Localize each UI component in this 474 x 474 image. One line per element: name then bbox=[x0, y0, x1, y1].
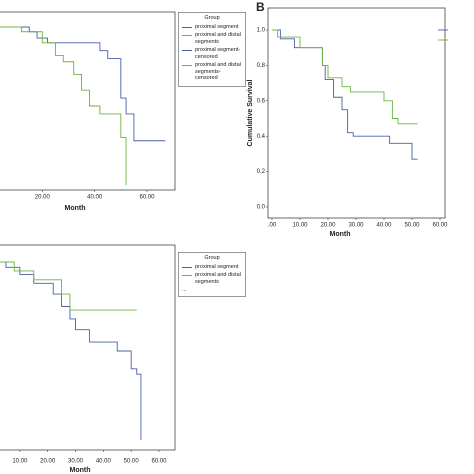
plot-frame bbox=[0, 244, 176, 451]
legend-item: proximal segment bbox=[182, 264, 242, 271]
y-tick-label: 0.6 bbox=[257, 98, 266, 104]
x-tick-label: 40.00 bbox=[87, 195, 103, 201]
x-tick-label: 60.00 bbox=[432, 223, 448, 229]
legend: Group proximal segment proximal and distal… bbox=[178, 252, 246, 297]
x-tick-label: 10.00 bbox=[12, 459, 28, 465]
legend-label: proximal segment bbox=[195, 263, 239, 270]
legend-swatch bbox=[182, 35, 192, 36]
legend-swatch bbox=[182, 26, 192, 28]
survival-curve bbox=[272, 29, 418, 125]
plot-frame bbox=[0, 11, 176, 191]
legend-swatch bbox=[182, 65, 192, 69]
legend-item: proximal and distal segments bbox=[182, 272, 242, 285]
x-axis-label: Month bbox=[70, 467, 91, 474]
legend-swatch bbox=[182, 50, 192, 54]
legend-item: proximal segment-censored bbox=[182, 47, 242, 60]
y-tick-label: 1.0 bbox=[257, 28, 266, 34]
survival-curve bbox=[0, 26, 127, 185]
plot-frame bbox=[267, 7, 446, 219]
legend-swatch bbox=[182, 275, 192, 276]
legend-label: proximal and distal segments-censored bbox=[195, 62, 241, 81]
y-tick-label: 0.0 bbox=[257, 205, 266, 211]
survival-curve bbox=[0, 261, 142, 440]
x-tick-label: 20.00 bbox=[40, 459, 56, 465]
panel-label: B bbox=[256, 0, 265, 14]
y-tick-label: 0.8 bbox=[257, 63, 266, 69]
survival-curve bbox=[0, 261, 137, 311]
x-tick-label: 60.00 bbox=[139, 195, 155, 201]
y-tick-label: 0.2 bbox=[257, 169, 266, 175]
x-tick-label: 20.00 bbox=[320, 223, 336, 229]
legend-item: proximal segment bbox=[182, 24, 242, 31]
survival-curve bbox=[272, 29, 418, 160]
x-tick-label: 60.00 bbox=[151, 459, 167, 465]
legend-item: proximal and distal segments-censored bbox=[182, 62, 242, 82]
legend-title: Group bbox=[204, 15, 220, 21]
legend: Group proximal segment proximal and distal… bbox=[178, 12, 246, 87]
x-tick-label: 30.00 bbox=[68, 459, 84, 465]
y-axis-label: Cumulative Survival bbox=[247, 79, 254, 146]
x-axis-label: Month bbox=[330, 231, 351, 238]
x-tick-label: 40.00 bbox=[376, 223, 392, 229]
legend-label: proximal segment bbox=[195, 23, 239, 30]
legend-title: Group bbox=[204, 255, 220, 261]
x-tick-label: .00 bbox=[268, 223, 277, 229]
legend-item: proximal and distal segments bbox=[182, 32, 242, 45]
x-tick-label: 10.00 bbox=[292, 223, 308, 229]
x-tick-label: 50.00 bbox=[404, 223, 420, 229]
legend-label: proximal and distal segments bbox=[195, 272, 241, 285]
legend-label: proximal and distal segments bbox=[195, 32, 241, 45]
x-tick-label: 40.00 bbox=[96, 459, 112, 465]
legend-swatch bbox=[182, 266, 192, 268]
legend-label: proximal segment-censored bbox=[195, 47, 241, 60]
survival-curve bbox=[0, 26, 166, 142]
legend-more: ... bbox=[182, 287, 187, 293]
y-tick-label: 0.4 bbox=[257, 134, 266, 140]
x-axis-label: Month bbox=[65, 205, 86, 212]
x-tick-label: 30.00 bbox=[348, 223, 364, 229]
x-tick-label: 20.00 bbox=[35, 195, 51, 201]
x-tick-label: 50.00 bbox=[124, 459, 140, 465]
